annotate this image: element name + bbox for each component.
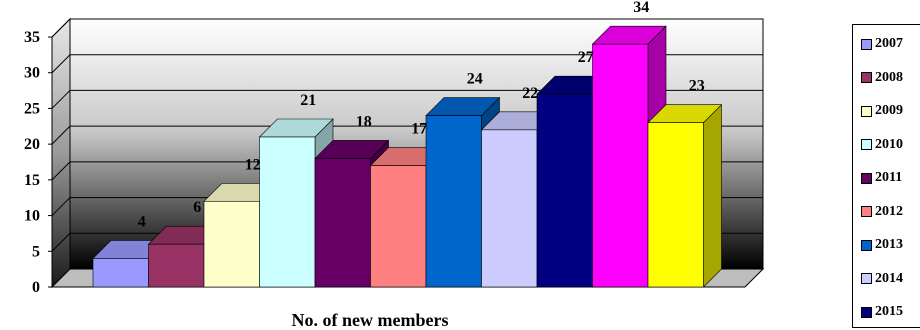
legend-item: 2011	[861, 169, 902, 187]
legend-swatch	[861, 206, 872, 217]
legend-label: 2014	[875, 270, 903, 286]
data-label: 23	[689, 78, 705, 95]
bar-front	[536, 93, 593, 288]
legend-label: 2007	[875, 36, 903, 51]
bar-front	[314, 158, 371, 288]
bar-front	[592, 43, 649, 288]
bar	[647, 103, 723, 288]
gridline-side	[51, 90, 71, 109]
legend-swatch	[861, 172, 872, 184]
y-tick-label: 15	[24, 172, 40, 189]
chart-legend: 2007 2008 2009 2010 2011 2012 2013 2014 2015	[852, 24, 920, 328]
side-wall	[51, 17, 71, 289]
legend-label: 2011	[875, 170, 903, 185]
legend-swatch	[861, 139, 872, 150]
legend-swatch	[861, 306, 872, 318]
legend-swatch	[861, 72, 872, 83]
bar-front	[92, 258, 149, 288]
y-tick-label: 0	[32, 279, 40, 296]
data-label: 34	[633, 0, 649, 16]
legend-item: 2008	[861, 69, 903, 87]
legend-swatch	[861, 105, 872, 117]
data-label: 12	[245, 156, 261, 173]
gridline-side	[51, 125, 71, 145]
legend-item: 2010	[861, 136, 903, 154]
bar-side	[703, 103, 722, 288]
legend-swatch	[861, 273, 872, 284]
data-labels: 4 6 12 21 18 17 24 22 27 34 23	[138, 0, 705, 230]
y-tick-label: 10	[24, 208, 40, 225]
bar-front	[481, 129, 538, 288]
y-axis-ticks: 0 5 10 15 20 25 30 35	[24, 29, 52, 296]
x-axis-title: No. of new members	[292, 310, 449, 330]
data-label: 21	[300, 92, 316, 109]
bars	[92, 25, 723, 288]
bar-front	[370, 165, 427, 288]
bar-front	[647, 122, 704, 288]
data-label: 4	[138, 213, 146, 230]
legend-item: 2009	[861, 102, 903, 120]
legend-label: 2008	[875, 69, 903, 85]
legend-label: 2012	[875, 203, 903, 219]
gridline-side	[51, 18, 71, 38]
y-tick-label: 25	[24, 100, 40, 117]
data-label: 22	[522, 85, 538, 102]
legend-label: 2015	[875, 304, 903, 319]
bar-front	[425, 115, 482, 288]
y-tick-label: 20	[24, 136, 40, 153]
y-tick-label: 30	[24, 65, 40, 82]
legend-item: 2015	[861, 303, 903, 321]
data-label: 24	[467, 71, 483, 88]
gridline-side	[51, 54, 71, 74]
bar-front	[259, 136, 316, 288]
legend-item: 2007	[861, 35, 903, 53]
y-tick-label: 5	[32, 243, 40, 260]
legend-swatch	[861, 38, 872, 50]
legend-item: 2012	[861, 203, 903, 221]
legend-item: 2013	[861, 236, 903, 254]
gridline-side	[51, 197, 71, 216]
bar-front	[148, 243, 205, 288]
gridline-side	[51, 232, 71, 252]
data-label: 17	[411, 121, 427, 138]
bar-front	[203, 200, 260, 288]
y-tick-label: 35	[24, 29, 40, 46]
data-label: 27	[578, 49, 594, 66]
gridline-side	[51, 161, 71, 181]
legend-item: 2014	[861, 270, 903, 288]
legend-label: 2010	[875, 136, 903, 152]
data-label: 18	[356, 113, 372, 130]
legend-label: 2009	[875, 103, 903, 118]
legend-swatch	[861, 239, 872, 251]
data-label: 6	[193, 199, 201, 216]
legend-label: 2013	[875, 237, 903, 252]
